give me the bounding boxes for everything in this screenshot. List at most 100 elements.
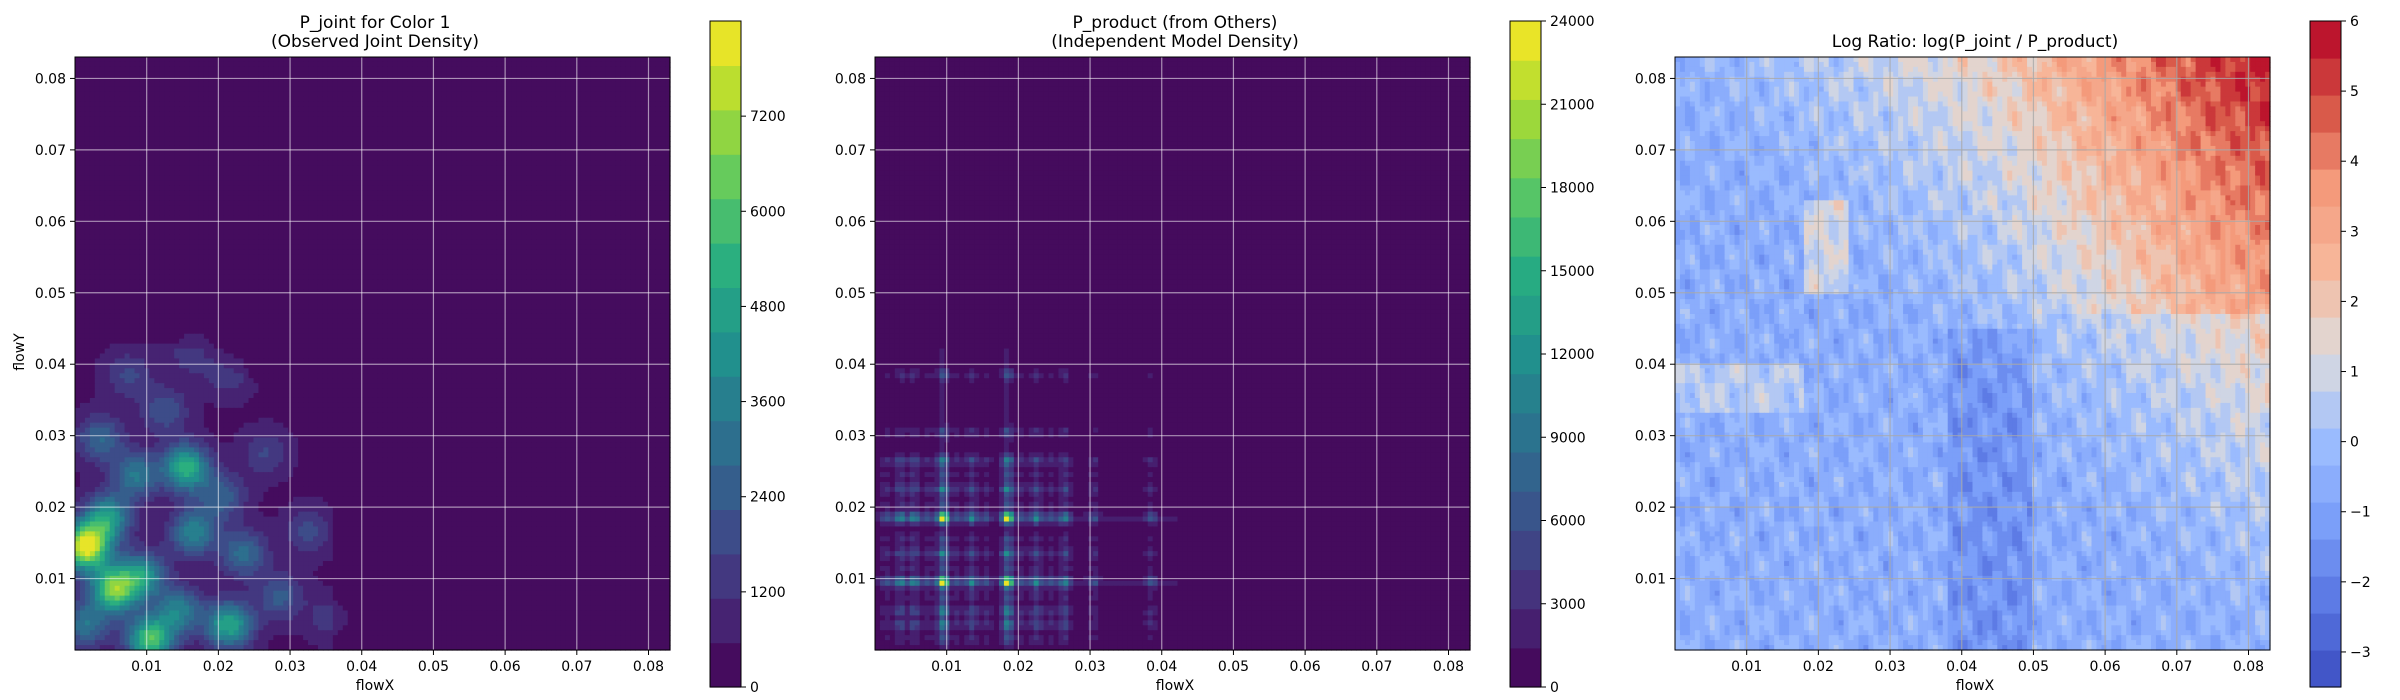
heatmap-cell <box>521 249 527 256</box>
heatmap-cell <box>347 116 354 122</box>
heatmap-cell <box>446 180 453 187</box>
heatmap-cell <box>536 175 542 182</box>
heatmap-cell <box>476 76 483 83</box>
heatmap-cell <box>625 205 631 211</box>
heatmap-cell <box>208 210 215 216</box>
heatmap-cell <box>263 111 269 117</box>
heatmap-cell <box>79 225 86 231</box>
heatmap-cell <box>208 239 215 246</box>
heatmap-cell <box>75 249 81 256</box>
heatmap-cell <box>79 229 86 236</box>
heatmap-cell <box>342 205 349 211</box>
heatmap-cell <box>238 61 245 68</box>
heatmap-cell <box>278 259 284 266</box>
heatmap-cell <box>342 66 349 73</box>
heatmap-cell <box>580 254 587 261</box>
heatmap-cell <box>590 131 597 137</box>
heatmap-cell <box>89 91 96 98</box>
heatmap-cell <box>660 160 666 167</box>
heatmap-cell <box>422 244 428 251</box>
heatmap-cell <box>436 131 443 137</box>
heatmap-cell <box>615 71 622 78</box>
heatmap-cell <box>342 131 349 137</box>
heatmap-cell <box>273 86 279 93</box>
heatmap-cell <box>427 215 433 221</box>
heatmap-cell <box>526 71 532 78</box>
heatmap-cell <box>139 111 146 117</box>
heatmap-cell <box>332 121 339 127</box>
heatmap-cell <box>422 155 428 162</box>
heatmap-cell <box>650 185 656 192</box>
heatmap-cell <box>402 160 408 167</box>
heatmap-cell <box>590 66 597 73</box>
heatmap-cell <box>258 195 265 201</box>
heatmap-cell <box>620 170 626 177</box>
heatmap-cell <box>560 121 567 127</box>
heatmap-cell <box>441 121 448 127</box>
heatmap-cell <box>521 86 527 93</box>
heatmap-cell <box>446 155 453 162</box>
heatmap-cell <box>590 116 597 122</box>
heatmap-cell <box>238 121 245 127</box>
heatmap-cell <box>298 61 304 68</box>
heatmap-cell <box>615 61 622 68</box>
heatmap-cell <box>283 210 289 216</box>
heatmap-cell <box>407 165 413 172</box>
heatmap-cell <box>114 145 121 152</box>
heatmap-cell <box>650 81 656 88</box>
heatmap-cell <box>233 106 240 112</box>
heatmap-cell <box>94 106 101 112</box>
heatmap-cell <box>625 126 631 132</box>
heatmap-cell <box>268 200 274 206</box>
heatmap-cell <box>258 106 265 112</box>
heatmap-cell <box>164 81 170 88</box>
heatmap-cell <box>134 101 141 108</box>
heatmap-cell <box>397 190 403 196</box>
heatmap-cell <box>337 239 344 246</box>
heatmap-cell <box>263 185 269 192</box>
heatmap-cell <box>322 180 329 187</box>
heatmap-cell <box>278 116 284 122</box>
heatmap-cell <box>551 101 557 108</box>
heatmap-cell <box>526 131 532 137</box>
heatmap-cell <box>590 175 597 182</box>
heatmap-cell <box>149 170 155 177</box>
heatmap-cell <box>402 131 408 137</box>
heatmap-cell <box>75 81 81 88</box>
heatmap-cell <box>164 86 170 93</box>
heatmap-cell <box>228 229 235 236</box>
heatmap-cell <box>506 210 512 216</box>
heatmap-cell <box>248 160 255 167</box>
heatmap-cell <box>184 165 190 172</box>
heatmap-cell <box>109 66 116 73</box>
heatmap-cell <box>233 239 240 246</box>
heatmap-cell <box>268 210 274 216</box>
heatmap-cell <box>109 249 116 256</box>
heatmap-cell <box>119 136 126 142</box>
heatmap-cell <box>189 57 195 63</box>
heatmap-cell <box>575 155 582 162</box>
heatmap-cell <box>263 106 269 112</box>
heatmap-cell <box>402 254 408 261</box>
heatmap-cell <box>189 121 195 127</box>
heatmap-cell <box>382 131 388 137</box>
heatmap-cell <box>303 259 309 266</box>
heatmap-cell <box>531 121 537 127</box>
heatmap-cell <box>610 210 617 216</box>
heatmap-cell <box>104 116 111 122</box>
heatmap-cell <box>412 234 418 241</box>
heatmap-cell <box>223 210 230 216</box>
heatmap-cell <box>278 254 284 261</box>
heatmap-cell <box>536 155 542 162</box>
heatmap-cell <box>89 71 96 78</box>
heatmap-cell <box>303 160 309 167</box>
heatmap-cell <box>600 101 607 108</box>
heatmap-cell <box>536 126 542 132</box>
heatmap-cell <box>427 229 433 236</box>
heatmap-cell <box>134 210 141 216</box>
heatmap-cell <box>501 244 507 251</box>
heatmap-cell <box>610 215 617 221</box>
heatmap-cell <box>179 195 185 201</box>
heatmap-cell <box>104 57 111 63</box>
heatmap-cell <box>620 111 626 117</box>
